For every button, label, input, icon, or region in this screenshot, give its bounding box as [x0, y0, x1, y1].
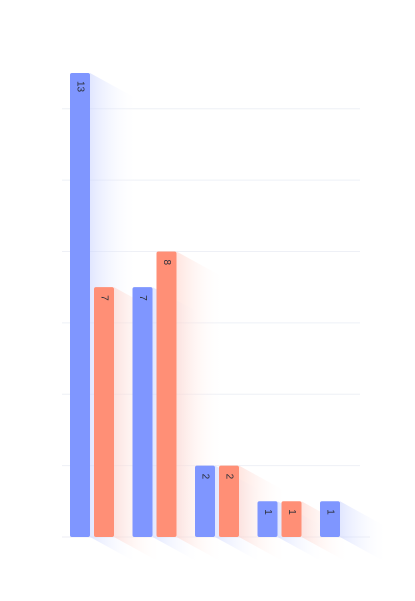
bar-series-1-category-4[interactable]: [257, 501, 278, 537]
bar-shadow: [340, 501, 388, 564]
bar-series-2-category-3[interactable]: [219, 465, 239, 537]
bar-value-label: 2: [223, 474, 234, 480]
bar-value-label: 1: [262, 509, 273, 515]
bar-value-label: 1: [286, 509, 297, 515]
bar-series-2-category-1[interactable]: [94, 287, 114, 537]
bar-value-label: 7: [98, 295, 109, 301]
bar-value-label: 2: [199, 474, 210, 480]
bar-value-label: 13: [74, 81, 85, 93]
bar-series-1-category-3[interactable]: [195, 465, 215, 537]
bar-layer: [70, 73, 340, 537]
bar-series-1-category-5[interactable]: [320, 501, 340, 537]
data-label-layer: 13 7 7 8 2 2 1 1 1: [74, 81, 335, 515]
bar-series-2-category-4[interactable]: [281, 501, 302, 537]
bar-series-1-category-1[interactable]: [70, 73, 90, 537]
bar-value-label: 8: [161, 259, 172, 265]
bar-series-2-category-2[interactable]: [156, 251, 177, 537]
bar-series-1-category-2[interactable]: [132, 287, 153, 537]
bar-value-label: 7: [137, 295, 148, 301]
bar-value-label: 1: [324, 509, 335, 515]
